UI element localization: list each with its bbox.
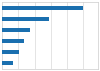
Bar	[2, 50, 19, 54]
Bar	[2, 61, 14, 65]
Bar	[2, 28, 30, 32]
Bar	[2, 39, 24, 43]
Bar	[2, 6, 83, 10]
Bar	[2, 17, 49, 21]
